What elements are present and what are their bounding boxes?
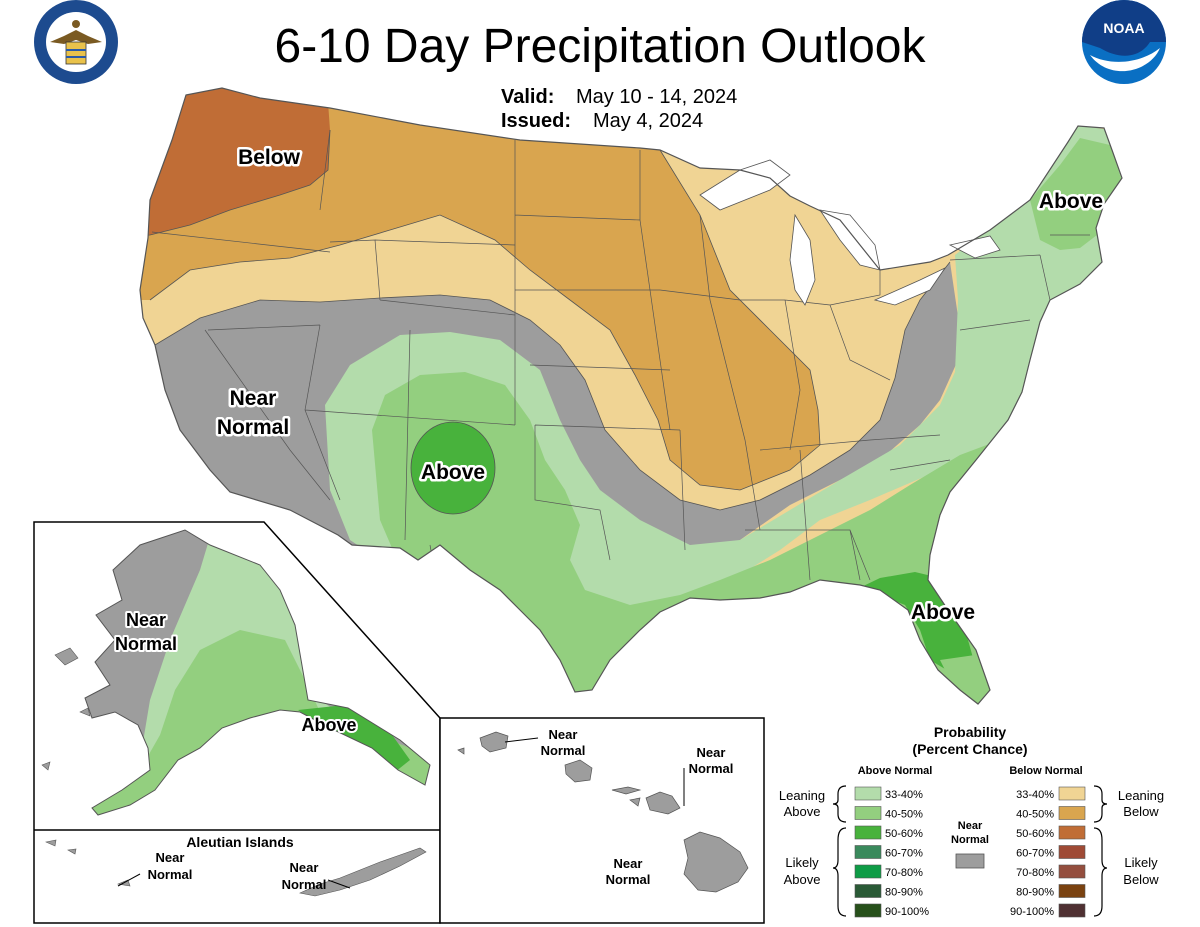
- ak-label-near-normal-2: Normal: [115, 634, 177, 654]
- legend-above-swatch-label-3: 60-70%: [885, 848, 923, 860]
- alaska-inset: Near Normal Above Aleutian Islands Near …: [33, 521, 441, 924]
- legend-title-2: (Percent Chance): [912, 741, 1027, 757]
- aleutian-label-b-2: Normal: [282, 877, 327, 892]
- legend-below-swatches: 33-40% 40-50% 50-60% 60-70% 70-80% 80-90% 90-1…: [1010, 786, 1086, 918]
- legend-leaning-above-1: Leaning: [779, 788, 825, 803]
- label-above-fl: Above: [911, 601, 975, 624]
- legend-below-swatch-label-5: 80-90%: [1016, 887, 1054, 899]
- aleutian-label-a-2: Normal: [148, 867, 193, 882]
- legend-below-swatch-1: [1058, 806, 1086, 820]
- aleutian-title: Aleutian Islands: [186, 834, 294, 850]
- legend-above-swatch-2: [854, 825, 882, 840]
- conus-outline: [139, 87, 1123, 705]
- legend-below-swatch-5: [1058, 884, 1086, 898]
- ak-label-near-normal-1: Near: [126, 610, 166, 630]
- legend-near-normal-1: Near: [958, 820, 983, 832]
- issued-value: May 4, 2024: [593, 110, 703, 132]
- legend-above-swatch-3: [854, 845, 882, 859]
- aleutian-label-b-1: Near: [290, 860, 319, 875]
- label-near-normal-sw-1: Near: [230, 387, 277, 410]
- legend-above-header: Above Normal: [858, 765, 933, 777]
- legend-above-swatch-label-2: 50-60%: [885, 828, 923, 840]
- hi-label-big-1: Near: [614, 856, 643, 871]
- label-below-nw: Below: [238, 146, 301, 169]
- zone-above-40-fl-tip: [940, 655, 990, 700]
- legend-likely-above-2: Above: [784, 872, 821, 887]
- legend-above-swatch-label-4: 70-80%: [885, 867, 923, 879]
- hi-label-kauai-2: Normal: [541, 743, 586, 758]
- legend-leaning-above-2: Above: [784, 804, 821, 819]
- noaa-logo: NOAA: [1082, 0, 1166, 84]
- legend-below-swatch-0: [1058, 786, 1086, 801]
- brace-leaning-below: [1093, 785, 1108, 823]
- legend-below-header: Below Normal: [1009, 765, 1082, 777]
- label-above-ne: Above: [1039, 190, 1103, 213]
- legend-below-swatch-label-0: 33-40%: [1016, 789, 1054, 801]
- legend-below-swatch-label-6: 90-100%: [1010, 906, 1054, 918]
- legend-above-swatch-5: [854, 884, 882, 898]
- legend-below-swatch-label-1: 40-50%: [1016, 809, 1054, 821]
- label-above-co: Above: [421, 461, 485, 484]
- great-lakes: [699, 159, 1001, 306]
- header: 6-10 Day Precipitation Outlook Valid: Ma…: [275, 20, 927, 132]
- issued-label: Issued:: [501, 110, 571, 132]
- legend-below-swatch-2: [1058, 825, 1086, 840]
- brace-likely-below: [1093, 827, 1108, 917]
- noaa-logo-text: NOAA: [1103, 20, 1144, 36]
- brace-leaning-above: [832, 785, 847, 823]
- hi-label-kauai-1: Near: [549, 727, 578, 742]
- legend-near-normal-swatch: [955, 853, 985, 869]
- zone-above-50-co: [410, 421, 496, 515]
- legend-above-swatch-label-6: 90-100%: [885, 906, 929, 918]
- legend-title-1: Probability: [934, 724, 1007, 740]
- legend-below-swatch-label-4: 70-80%: [1016, 867, 1054, 879]
- legend-above-swatch-1: [854, 806, 882, 820]
- legend-below-swatch-6: [1058, 903, 1086, 918]
- page-title: 6-10 Day Precipitation Outlook: [275, 20, 927, 73]
- legend-above-swatch-label-5: 80-90%: [885, 887, 923, 899]
- aleutian-label-a-1: Near: [156, 850, 185, 865]
- legend-above-swatch-6: [854, 903, 882, 918]
- ak-label-above: Above: [301, 715, 356, 735]
- legend-above-swatch-label-0: 33-40%: [885, 789, 923, 801]
- legend-likely-above-1: Likely: [785, 855, 819, 870]
- hi-label-big-2: Normal: [606, 872, 651, 887]
- legend-near-normal-2: Normal: [951, 834, 989, 846]
- brace-likely-above: [832, 827, 847, 917]
- legend-leaning-below-1: Leaning: [1118, 788, 1164, 803]
- legend-likely-below-2: Below: [1123, 872, 1159, 887]
- legend-leaning-below-2: Below: [1123, 804, 1159, 819]
- legend-above-swatch-4: [854, 864, 882, 879]
- hi-label-maui-2: Normal: [689, 761, 734, 776]
- hawaii-inset: Near Normal Near Normal Near Normal: [439, 717, 765, 924]
- commerce-seal-logo: [34, 0, 118, 84]
- legend-above-swatches: 33-40% 40-50% 50-60% 60-70% 70-80% 80-90% 90-1…: [854, 786, 929, 918]
- valid-value: May 10 - 14, 2024: [576, 86, 737, 108]
- legend-below-swatch-4: [1058, 864, 1086, 879]
- label-near-normal-sw-2: Normal: [217, 416, 289, 439]
- legend-below-swatch-label-3: 60-70%: [1016, 848, 1054, 860]
- legend-above-swatch-label-1: 40-50%: [885, 809, 923, 821]
- valid-label: Valid:: [501, 86, 554, 108]
- legend: Probability (Percent Chance) Above Norma…: [779, 724, 1164, 918]
- legend-below-swatch-label-2: 50-60%: [1016, 828, 1054, 840]
- legend-below-swatch-3: [1058, 845, 1086, 859]
- legend-above-swatch-0: [854, 786, 882, 801]
- legend-likely-below-1: Likely: [1124, 855, 1158, 870]
- hi-label-maui-1: Near: [697, 745, 726, 760]
